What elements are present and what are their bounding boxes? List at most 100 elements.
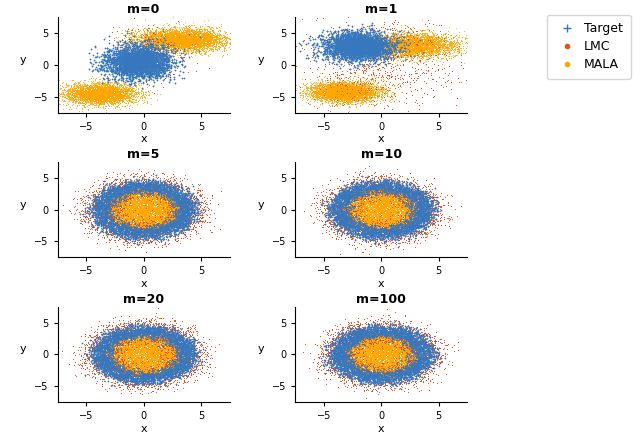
Point — [171, 215, 181, 222]
Point — [353, 87, 363, 94]
Point — [401, 226, 411, 233]
Point — [333, 340, 343, 347]
Point — [406, 44, 416, 51]
Point — [100, 340, 111, 347]
Point — [355, 85, 365, 92]
Point — [349, 331, 360, 338]
Point — [378, 46, 388, 53]
Point — [368, 194, 378, 201]
Point — [410, 346, 420, 353]
Point — [162, 188, 172, 195]
Point — [392, 342, 402, 349]
Point — [379, 215, 389, 222]
Point — [363, 187, 373, 194]
Point — [104, 92, 114, 99]
Point — [358, 210, 369, 217]
Point — [397, 202, 407, 209]
Point — [361, 350, 371, 357]
Point — [191, 28, 202, 35]
Point — [212, 28, 223, 35]
Point — [141, 221, 151, 228]
Point — [399, 367, 409, 374]
Point — [403, 206, 413, 213]
Point — [141, 64, 151, 71]
Point — [108, 88, 118, 95]
Point — [129, 240, 139, 247]
Point — [132, 356, 143, 363]
Point — [179, 35, 189, 42]
Point — [338, 356, 348, 363]
Point — [352, 40, 362, 47]
Point — [392, 359, 402, 366]
Point — [161, 204, 171, 211]
Point — [157, 341, 167, 348]
Point — [177, 55, 188, 62]
Point — [165, 356, 175, 363]
Point — [360, 217, 371, 224]
Point — [367, 355, 378, 362]
Point — [412, 218, 422, 225]
Point — [147, 229, 157, 236]
Point — [124, 332, 134, 339]
Point — [378, 317, 388, 324]
Point — [106, 335, 116, 342]
Point — [344, 80, 354, 87]
Point — [151, 364, 161, 371]
Point — [402, 227, 412, 234]
Point — [150, 340, 160, 347]
Point — [170, 362, 180, 369]
Point — [378, 208, 388, 215]
Point — [403, 37, 413, 44]
Point — [348, 371, 358, 378]
Point — [104, 209, 115, 216]
Point — [150, 369, 160, 376]
Point — [179, 343, 189, 350]
Point — [173, 35, 183, 42]
Point — [376, 52, 387, 59]
Point — [155, 45, 165, 52]
Point — [164, 200, 174, 207]
Point — [372, 79, 383, 86]
Point — [145, 335, 156, 342]
Point — [310, 94, 321, 101]
Point — [182, 32, 193, 39]
Point — [163, 200, 173, 207]
Point — [397, 47, 407, 54]
Point — [385, 51, 395, 58]
Point — [388, 222, 399, 229]
Point — [136, 354, 147, 361]
Point — [98, 93, 108, 100]
Point — [136, 184, 146, 191]
Point — [171, 222, 181, 229]
Point — [340, 221, 351, 228]
Point — [104, 84, 114, 91]
Point — [387, 183, 397, 190]
Point — [172, 193, 182, 200]
Point — [348, 190, 358, 197]
Point — [143, 346, 154, 353]
Point — [136, 196, 147, 203]
Point — [396, 192, 406, 199]
Point — [144, 192, 154, 199]
Point — [106, 224, 116, 231]
Point — [118, 337, 129, 344]
Point — [145, 363, 156, 370]
Point — [148, 349, 158, 356]
Point — [360, 62, 370, 69]
Point — [131, 230, 141, 237]
Point — [151, 37, 161, 44]
Point — [355, 93, 365, 100]
Point — [145, 228, 156, 235]
Point — [332, 83, 342, 90]
Point — [327, 87, 337, 94]
Point — [364, 34, 374, 41]
Point — [355, 83, 365, 90]
Point — [395, 181, 405, 188]
Point — [342, 353, 352, 360]
Point — [171, 382, 181, 388]
Point — [124, 187, 134, 194]
Point — [86, 45, 97, 52]
Point — [138, 58, 148, 65]
Point — [323, 202, 333, 209]
Point — [335, 362, 345, 369]
